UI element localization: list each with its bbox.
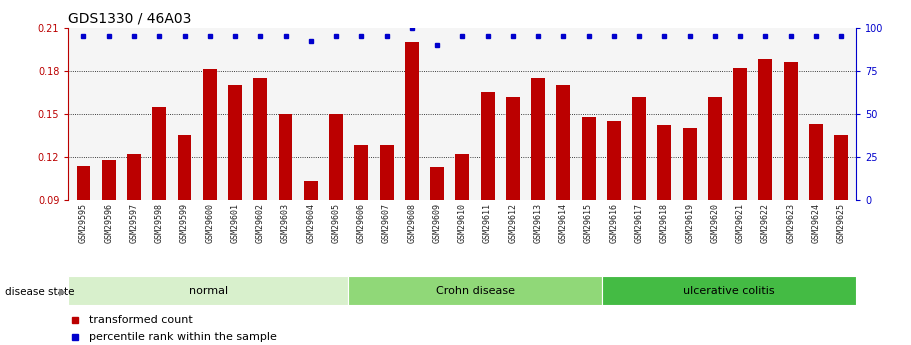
Bar [456, 154, 469, 200]
Text: disease state: disease state [5, 287, 74, 296]
Bar [228, 85, 242, 200]
Bar [531, 78, 545, 200]
Bar [279, 114, 292, 200]
Bar [354, 146, 368, 200]
Bar [203, 69, 217, 200]
Bar [834, 135, 848, 200]
Bar [380, 146, 394, 200]
Bar [581, 117, 596, 200]
Text: percentile rank within the sample: percentile rank within the sample [89, 332, 277, 342]
Bar [632, 97, 646, 200]
Bar [253, 78, 267, 200]
Bar [733, 68, 747, 200]
Bar [607, 121, 620, 200]
Bar [682, 128, 697, 200]
Bar [304, 181, 318, 200]
Text: ulcerative colitis: ulcerative colitis [683, 286, 775, 296]
Text: normal: normal [189, 286, 228, 296]
Bar [759, 59, 773, 200]
Text: ▶: ▶ [59, 287, 67, 296]
Bar [152, 107, 166, 200]
Bar [178, 135, 191, 200]
Bar [127, 154, 141, 200]
Bar [506, 97, 520, 200]
Bar [102, 160, 116, 200]
Bar [783, 62, 798, 200]
Bar [557, 85, 570, 200]
Bar [809, 124, 823, 200]
Bar [68, 276, 348, 305]
Text: Crohn disease: Crohn disease [435, 286, 515, 296]
Bar [77, 166, 90, 200]
Bar [708, 97, 722, 200]
Bar [348, 276, 602, 305]
Text: transformed count: transformed count [89, 315, 193, 325]
Bar [481, 92, 495, 200]
Bar [404, 42, 419, 200]
Bar [329, 114, 343, 200]
Bar [658, 125, 671, 200]
Bar [430, 167, 444, 200]
Text: GDS1330 / 46A03: GDS1330 / 46A03 [68, 11, 191, 25]
Bar [602, 276, 856, 305]
